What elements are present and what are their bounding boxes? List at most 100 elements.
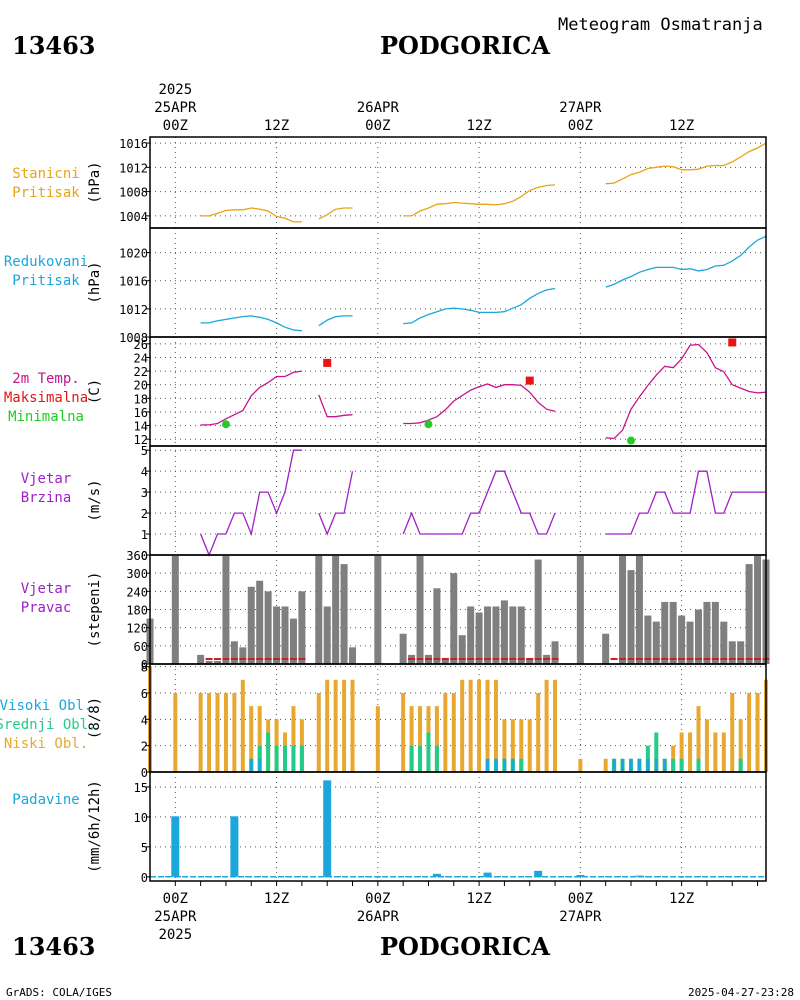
wind-direction-bar [416,555,424,664]
series-line [200,370,302,426]
cloud-bar [249,758,253,772]
cloud-bar [527,719,532,772]
calm-marker [526,658,534,660]
y-tick-label: 20 [134,379,148,393]
calm-marker [222,658,230,660]
calm-marker [424,658,432,660]
y-tick-label: 1012 [119,161,148,175]
panel-label: Srednji Obl. [0,717,97,733]
precip-bar [635,875,644,877]
cloud-bar [485,679,490,772]
cloud-bar [342,679,347,772]
panel-label: Brzina [21,490,72,506]
calm-marker [475,658,483,660]
wind-direction-bar [661,601,669,664]
cloud-bar [426,732,431,772]
precip-bar [432,873,441,877]
calm-marker [551,658,559,660]
y-tick-label: 26 [134,338,148,352]
cloud-bar [240,679,245,772]
wind-direction-bar [230,641,238,664]
cloud-bar [679,732,684,772]
cloud-bar [747,692,752,772]
panel-precipitation: 0 5 10 15 (mm/6h/12h) Padavine [12,771,767,885]
y-tick-label: 6 [141,687,148,701]
y-tick-label: 10 [134,811,148,825]
wind-direction-bar [399,633,407,664]
wind-direction-bar [602,633,610,664]
cloud-bar [511,758,515,772]
series-line [605,142,767,185]
cloud-bar [283,745,288,772]
series-line [318,207,353,220]
panel-reduced_pressure: 1008 1012 1016 1020 (hPa)Redukovani Pritisak [4,227,767,345]
wind-direction-bar [754,555,762,664]
calm-marker [652,658,660,660]
series-line [318,471,354,536]
y-unit-label: (8/8) [87,697,103,739]
cloud-bar [671,745,676,772]
cloud-bar [738,719,743,772]
wind-direction-bar [247,586,255,664]
wind-direction-bar [214,660,222,664]
cloud-bar [629,758,633,772]
y-tick-label: 3 [141,486,148,500]
calm-marker [737,658,745,660]
cloud-bar [679,758,684,772]
wind-direction-bar [551,641,559,664]
y-tick-label: 12 [134,433,148,447]
cloud-bar [401,692,406,772]
y-tick-label: 18 [134,392,148,406]
wind-direction-bar [205,660,213,664]
wind-direction-bar [467,606,475,664]
cloud-bar [654,758,658,772]
cloud-bar [443,692,448,772]
calm-marker [509,658,517,660]
wind-direction-bar [678,615,686,664]
panel-label: Minimalna [8,409,84,425]
wind-direction-bar [458,635,466,664]
cloud-bar [510,719,515,772]
hour-label-bottom: 00Z [568,891,593,907]
cloud-bar [325,679,330,772]
cloud-bar [434,706,439,772]
cloud-bar [645,745,650,772]
precip-bar [230,816,239,877]
calm-marker [703,658,711,660]
series-line [605,343,767,440]
cloud-bar [173,692,178,772]
wind-direction-bar [349,647,357,664]
calm-marker [678,658,686,660]
max-temp-marker [728,338,737,347]
wind-direction-bar [576,555,584,664]
y-tick-label: 1008 [119,186,148,200]
max-temp-marker [323,358,332,367]
y-tick-label: 1020 [119,247,148,261]
footer-timestamp: 2025-04-27-23:28 [688,986,794,999]
hour-label-bottom: 12Z [466,891,491,907]
calm-marker [433,658,441,660]
cloud-bar [704,719,709,772]
min-temp-marker [626,436,635,445]
panel-wind_speed: 0 1 2 3 4 5 (m/s) Vjetar Brzina [21,444,767,563]
panel-label: Niski Obl. [4,736,88,752]
panel-label: Visoki Obl. [0,698,92,714]
y-tick-label: 120 [126,622,148,636]
cloud-bar [603,758,608,772]
y-tick-label: 16 [134,406,148,420]
series-line [318,394,353,418]
series-line [403,383,556,425]
y-tick-label: 0 [141,658,148,672]
day-label-bottom: 25APR [154,909,197,925]
y-tick-label: 0 [141,871,148,885]
calm-marker [273,658,281,660]
wind-direction-bar [526,657,534,664]
wind-direction-bar [323,606,331,664]
cloud-bar [646,758,650,772]
min-temp-marker [424,420,433,429]
calm-marker [627,658,635,660]
cloud-bar [486,758,490,772]
cloud-bar [755,692,760,772]
cloud-bar [274,745,279,772]
